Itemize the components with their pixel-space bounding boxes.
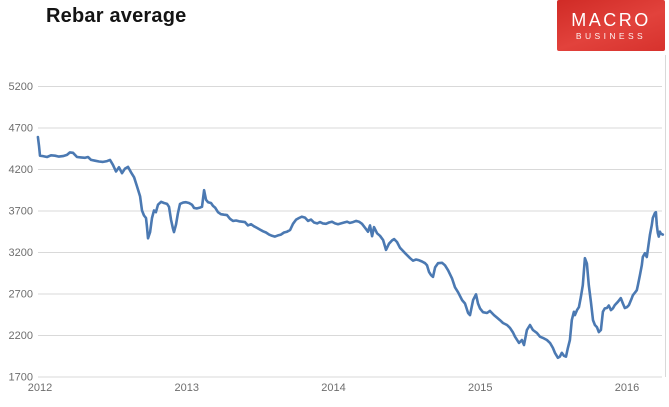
logo-text-macro: MACRO bbox=[571, 9, 651, 30]
x-axis-tick-label: 2016 bbox=[615, 382, 639, 394]
y-axis-tick-label: 4700 bbox=[9, 123, 33, 135]
logo-text-business: BUSINESS bbox=[575, 30, 647, 41]
price-line bbox=[36, 135, 665, 360]
y-axis-tick-label: 3200 bbox=[9, 247, 33, 259]
x-axis-tick-label: 2013 bbox=[175, 382, 199, 394]
x-axis-tick-label: 2015 bbox=[468, 382, 492, 394]
macrobusiness-logo: MACRO BUSINESS bbox=[557, 0, 665, 51]
y-axis-tick-label: 5200 bbox=[9, 81, 33, 93]
y-axis-tick-label: 4200 bbox=[9, 164, 33, 176]
y-axis-tick-label: 2200 bbox=[9, 330, 33, 342]
x-axis-tick-label: 2012 bbox=[28, 382, 52, 394]
y-axis-tick-label: 2700 bbox=[9, 289, 33, 301]
x-axis-tick-label: 2014 bbox=[321, 382, 345, 394]
y-axis-tick-label: 3700 bbox=[9, 206, 33, 218]
chart-title: Rebar average bbox=[46, 5, 187, 27]
y-axis-tick-label: 1700 bbox=[9, 372, 33, 384]
